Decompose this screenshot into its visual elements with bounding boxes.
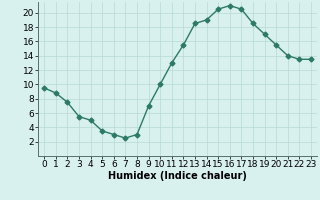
X-axis label: Humidex (Indice chaleur): Humidex (Indice chaleur) (108, 171, 247, 181)
